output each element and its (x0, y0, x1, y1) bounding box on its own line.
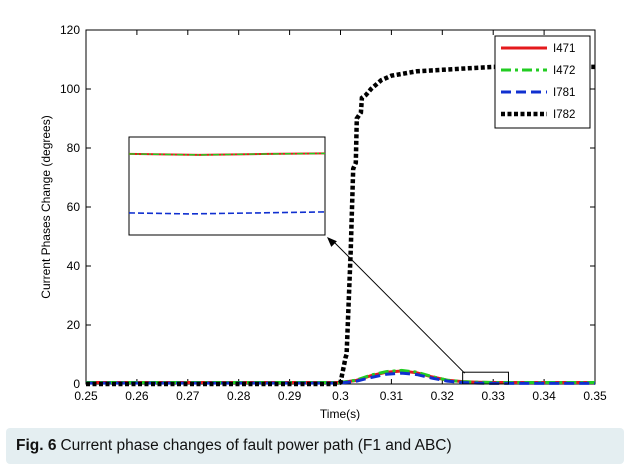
zoom-arrow-head (327, 237, 337, 247)
legend-label-i781: I781 (553, 87, 575, 99)
x-tick-label: 0.27 (176, 389, 200, 403)
x-tick-label: 0.3 (332, 389, 349, 403)
figure-number: Fig. 6 (16, 437, 57, 454)
x-tick-label: 0.31 (380, 389, 404, 403)
x-tick-label: 0.33 (482, 389, 506, 403)
x-axis-label: Time(s) (320, 407, 360, 421)
series-line-i781 (86, 371, 595, 385)
figure-caption: Fig. 6 Current phase changes of fault pow… (16, 437, 616, 455)
x-tick-label: 0.25 (74, 389, 98, 403)
y-tick-label: 20 (67, 318, 81, 332)
x-tick-label: 0.35 (583, 389, 607, 403)
legend: I471 I472 I781 I782 (494, 35, 591, 129)
legend-label-i472: I472 (553, 65, 575, 77)
y-tick-label: 80 (67, 141, 81, 155)
axes-ticks: 0.25 0.26 0.27 0.28 0.29 0.3 0.31 0.32 0.33 0.34 0… (60, 23, 607, 403)
caption-box (6, 428, 624, 464)
y-tick-label: 40 (67, 259, 81, 273)
y-tick-label: 120 (60, 23, 80, 37)
legend-label-i782: I782 (553, 109, 575, 121)
x-tick-label: 0.32 (431, 389, 455, 403)
x-tick-label: 0.34 (532, 389, 556, 403)
legend-label-i471: I471 (553, 43, 575, 55)
inset-line-i781 (128, 211, 326, 215)
series-line-i782 (86, 64, 595, 387)
x-tick-label: 0.26 (125, 389, 149, 403)
zoom-arrow (332, 240, 466, 374)
inset-frame (128, 136, 326, 236)
zoom-region-box (462, 371, 509, 385)
y-tick-label: 0 (73, 377, 80, 391)
series-layer (86, 64, 595, 387)
x-tick-label: 0.28 (227, 389, 251, 403)
caption-text: Current phase changes of fault power pat… (60, 437, 452, 454)
inset-line-i472 (128, 152, 326, 156)
zoom-inset (128, 136, 509, 385)
y-tick-label: 100 (60, 82, 80, 96)
x-tick-label: 0.29 (278, 389, 302, 403)
chart-svg: 0.25 0.26 0.27 0.28 0.29 0.3 0.31 0.32 0.33 0.34 0… (39, 23, 607, 421)
y-tick-label: 60 (67, 200, 81, 214)
y-axis-label: Current Phases Change (degrees) (39, 115, 53, 298)
